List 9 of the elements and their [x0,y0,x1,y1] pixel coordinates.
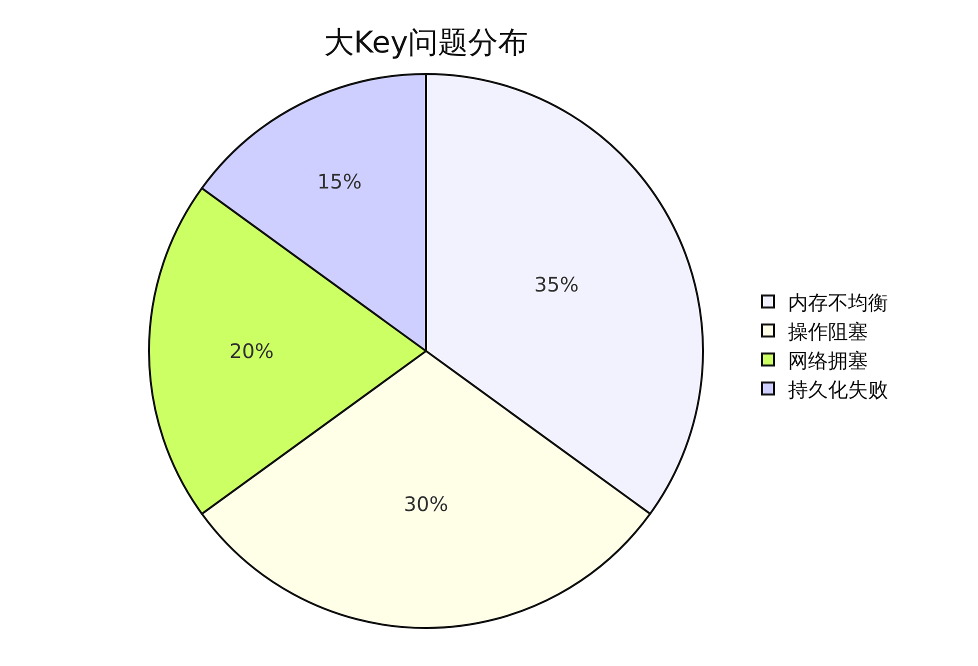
legend-label: 操作阻塞 [788,319,868,344]
legend-label: 网络拥塞 [788,348,868,372]
data-label: 30% [404,492,448,516]
data-label: 15% [317,169,362,194]
data-label: 20% [229,339,274,363]
chart-title: 大Key问题分布 [324,26,528,60]
legend-label: 内存不均衡 [788,290,888,314]
legend-label: 持久化失败 [788,377,888,402]
data-label: 35% [534,272,579,296]
